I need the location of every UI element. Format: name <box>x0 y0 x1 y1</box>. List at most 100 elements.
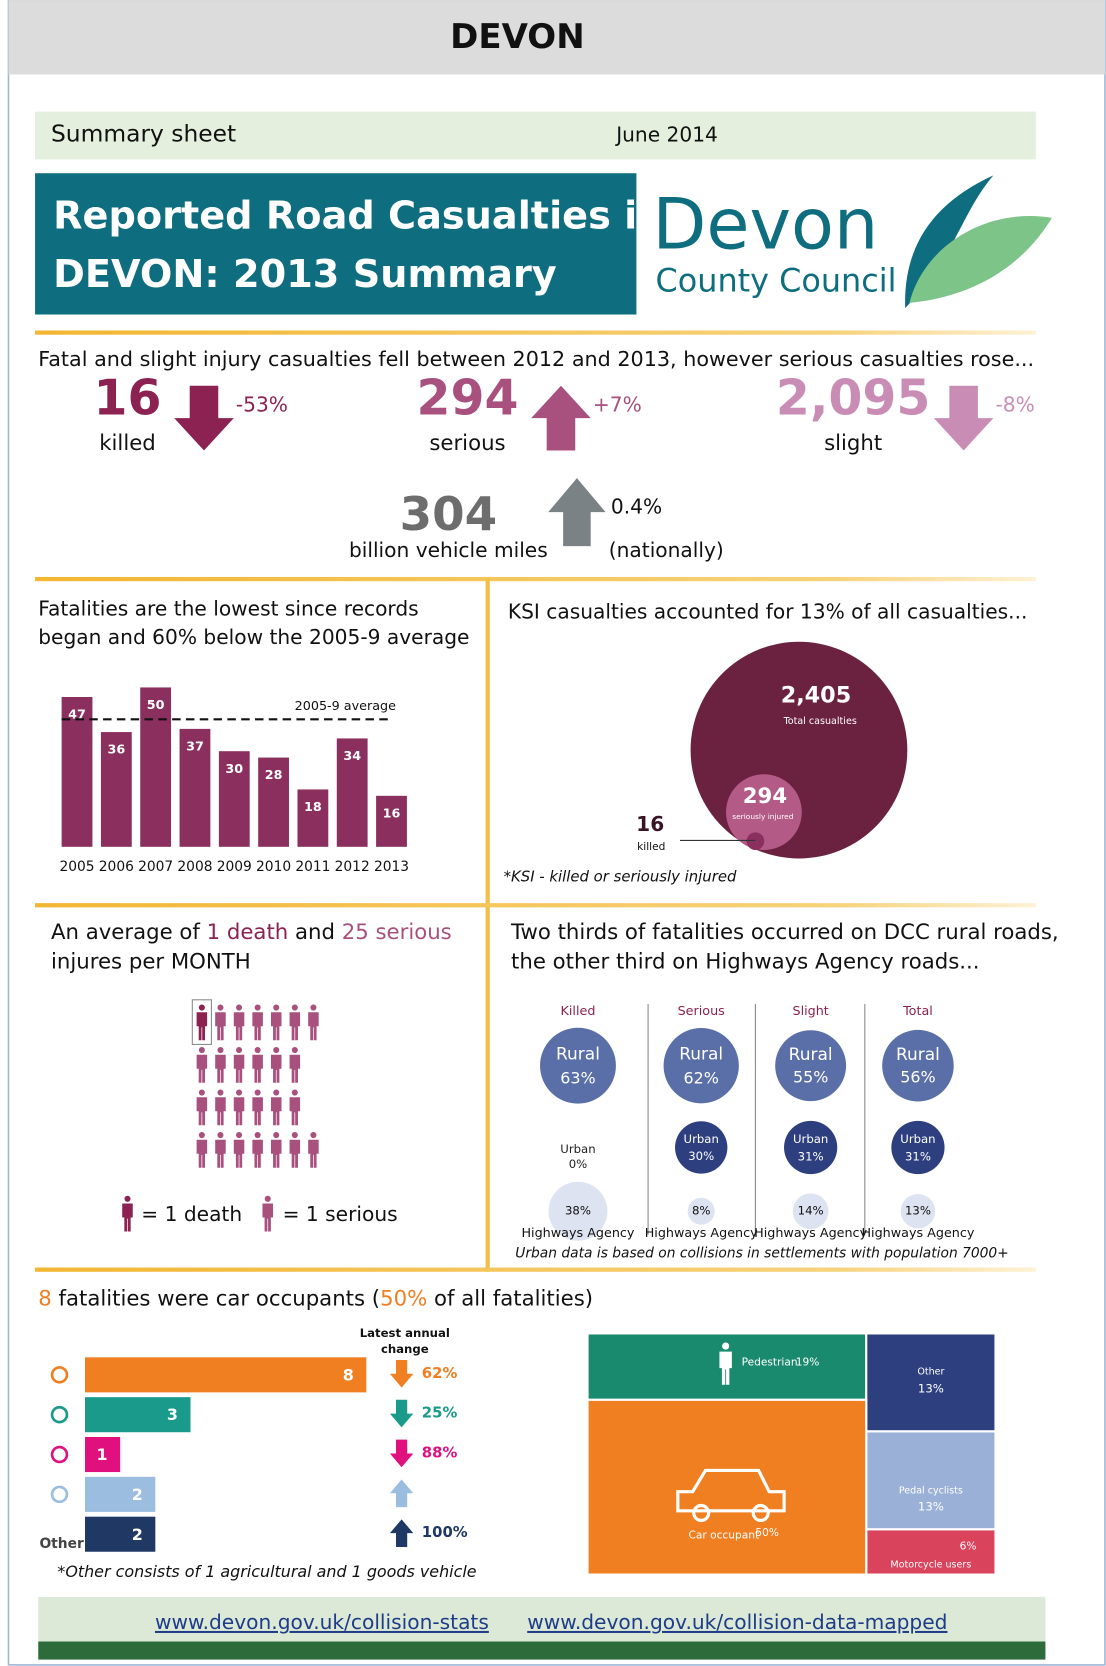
serious-icon <box>252 1047 263 1083</box>
bubble-value: 2,405 <box>781 682 852 708</box>
bubble-name: Highways Agency <box>754 1226 867 1241</box>
bar <box>179 728 211 847</box>
cell-value: 13% <box>918 1381 944 1395</box>
serious-icon <box>252 1089 263 1126</box>
chart-title: the other third on Highways Agency roads… <box>511 950 980 975</box>
serious-icon <box>233 1089 245 1126</box>
bubble-label: Total casualties <box>783 716 857 727</box>
cell-label: Motorcycle users <box>890 1560 971 1571</box>
serious-icon <box>233 1047 245 1083</box>
highlight-box <box>191 999 212 1045</box>
bar <box>258 757 289 847</box>
chart-title: 8 fatalities were car occupants (50% of … <box>38 1286 593 1311</box>
banner-line: Reported Road Casualties in <box>53 194 664 238</box>
monthly-text: injures per MONTH <box>51 950 251 975</box>
bar <box>336 738 368 847</box>
legend-label: = 1 serious <box>283 1202 398 1226</box>
bubble-value: 56% <box>900 1068 935 1087</box>
x-tick-label: 2007 <box>138 859 173 875</box>
text: 50% <box>380 1286 427 1311</box>
cell-value: 6% <box>960 1539 977 1552</box>
bar <box>218 751 250 847</box>
serious-icon <box>252 1132 263 1168</box>
cell-value: 50% <box>755 1526 779 1539</box>
logo-leaf-light <box>909 216 1052 303</box>
logo-subtitle: County Council <box>656 262 897 300</box>
change-title: Latest annual <box>360 1326 450 1340</box>
bubble-name: Urban <box>684 1132 719 1146</box>
chart-title: Two thirds of fatalities occurred on DCC… <box>510 920 1059 945</box>
bar-label: 18 <box>304 800 322 815</box>
bubble <box>746 832 765 850</box>
bubble <box>784 1120 838 1175</box>
car-wheel <box>751 1503 770 1522</box>
text: An average of <box>51 920 207 945</box>
change-arrow <box>389 1399 414 1428</box>
bar <box>376 795 407 847</box>
serious-icon <box>270 1089 282 1126</box>
bubble <box>775 1030 847 1102</box>
footer-link[interactable]: www.devon.gov.uk/collision-data-mapped <box>527 1610 947 1634</box>
bar-label: 8 <box>343 1365 354 1384</box>
x-tick-label: 2006 <box>99 859 134 875</box>
x-tick-label: 2010 <box>256 859 291 875</box>
bubble <box>792 1193 829 1230</box>
header-bar <box>8 0 1105 75</box>
footer-link[interactable]: www.devon.gov.uk/collision-stats <box>155 1610 489 1634</box>
bar-label: 1 <box>97 1445 108 1464</box>
legend-label: = 1 death <box>141 1202 242 1226</box>
legend-icon <box>122 1195 133 1232</box>
banner-line: DEVON: 2013 Summary <box>53 253 557 297</box>
car-wheel <box>692 1503 711 1522</box>
bar-label: 37 <box>186 739 204 754</box>
bar <box>61 697 93 847</box>
bar-label: 30 <box>225 762 243 777</box>
change-title: change <box>381 1342 429 1356</box>
chart-note: *Other consists of 1 agricultural and 1 … <box>57 1562 476 1581</box>
legend-icon <box>262 1195 273 1232</box>
serious-icon <box>289 1132 301 1168</box>
divider <box>35 330 1036 335</box>
serious-icon <box>289 1004 301 1041</box>
bar <box>84 1397 191 1433</box>
text: of all fatalities) <box>427 1286 593 1311</box>
chart-title: KSI casualties accounted for 13% of all … <box>508 600 1028 624</box>
divider <box>35 576 1036 582</box>
bubble-value: 16 <box>636 812 664 836</box>
text: 8 <box>38 1286 52 1311</box>
bubble-name: Rural <box>556 1044 600 1064</box>
bubble-value: 38% <box>565 1204 591 1218</box>
category-icon <box>50 1366 69 1384</box>
bar <box>84 1476 156 1512</box>
footer-strip <box>38 1641 1046 1660</box>
bubble-value: 30% <box>688 1149 714 1163</box>
category-icon <box>50 1445 69 1464</box>
serious-icon <box>270 1004 282 1041</box>
bubble <box>891 1120 945 1175</box>
text: fatalities were car occupants ( <box>52 1286 380 1311</box>
stat-label: slight <box>824 431 882 456</box>
change-arrow <box>389 1519 414 1547</box>
stat-value: 2,095 <box>776 370 931 427</box>
text: 1 death <box>207 920 289 945</box>
header-title: DEVON <box>450 17 584 57</box>
bubble-name: Highways Agency <box>861 1226 974 1241</box>
logo-name: Devon <box>652 184 878 266</box>
bubble-value: 8% <box>692 1204 711 1218</box>
serious-icon <box>270 1047 282 1083</box>
bubble-name: Highways Agency <box>645 1226 758 1241</box>
traffic-note: (nationally) <box>609 538 724 562</box>
serious-icon <box>233 1132 245 1168</box>
pedestrian-icon <box>719 1342 732 1385</box>
bubble-value: 31% <box>798 1149 824 1163</box>
bubble-value: 13% <box>905 1204 931 1218</box>
stat-change: +7% <box>593 392 642 416</box>
bubble <box>726 774 802 850</box>
bar-label: 2 <box>132 1525 143 1544</box>
stat-label: killed <box>99 431 156 456</box>
text: 25 serious <box>342 920 452 945</box>
traffic-label: billion vehicle miles <box>349 538 548 562</box>
bar <box>84 1516 156 1552</box>
bubble <box>663 1028 739 1104</box>
